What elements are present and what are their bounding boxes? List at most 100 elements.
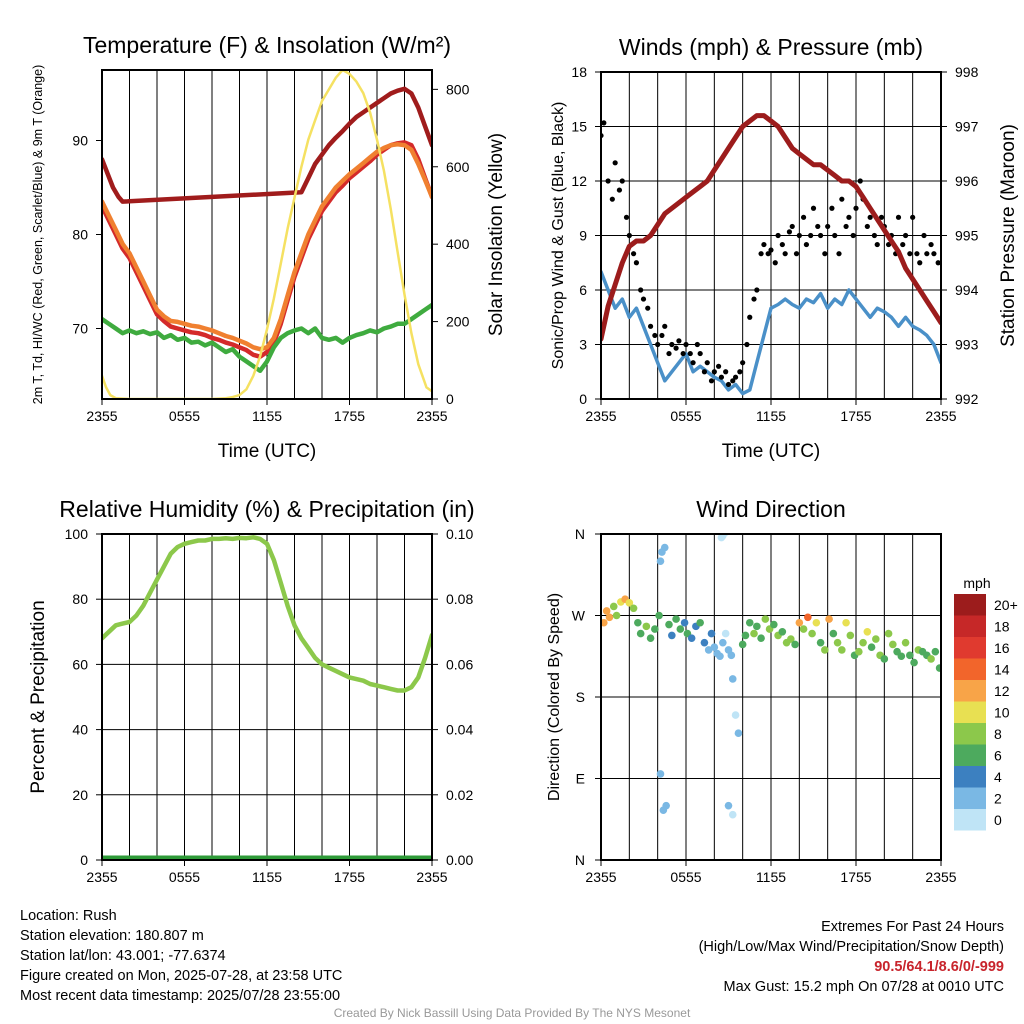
legend-swatch — [954, 680, 986, 702]
legend-label: 12 — [994, 683, 1010, 699]
x-tick-label: 1155 — [756, 408, 786, 424]
y-tick-label: 0 — [80, 852, 88, 868]
gust-point — [626, 232, 632, 239]
direction-point — [808, 629, 816, 638]
direction-point — [799, 625, 808, 633]
y-tick-label: 0 — [579, 391, 587, 407]
y-tick-label: 60 — [72, 656, 88, 672]
gust-point — [917, 260, 923, 266]
chart-panel-1: Temperature (F) & Insolation (W/m²) 70 80 9… — [31, 32, 507, 462]
gust-point — [659, 332, 665, 339]
legend-swatch — [954, 701, 986, 723]
series-line-rh — [102, 535, 432, 693]
legend-label: 20+ — [994, 597, 1018, 613]
gust-point — [647, 323, 654, 329]
gust-point — [612, 160, 618, 166]
extremes-subtitle: (High/Low/Max Wind/Precipitation/Snow De… — [698, 939, 1004, 955]
gust-point — [655, 341, 661, 348]
legend-swatch — [954, 723, 986, 745]
chart-title: Wind Direction — [696, 496, 846, 522]
direction-point — [728, 675, 737, 683]
extremes-values: 90.5/64.1/8.6/0/-999 — [874, 959, 1004, 975]
gust-point — [638, 287, 644, 293]
direction-point — [910, 658, 918, 667]
y-tick-label: S — [576, 689, 585, 705]
gust-point — [723, 369, 729, 375]
y2-tick-label: 200 — [446, 314, 470, 330]
y-tick-label: N — [575, 852, 585, 868]
direction-point — [660, 543, 669, 552]
direction-point — [761, 615, 770, 623]
x-tick-label: 1755 — [334, 869, 365, 885]
gust-point — [910, 214, 916, 220]
x-tick-label: 2355 — [925, 869, 956, 885]
y2-tick-label: 998 — [955, 64, 979, 80]
gust-point — [810, 205, 817, 211]
legend-swatch — [954, 809, 986, 831]
gust-point — [808, 232, 814, 239]
legend-swatch — [954, 744, 986, 766]
gust-point — [803, 241, 810, 248]
direction-point — [719, 638, 727, 647]
direction-point — [629, 604, 638, 613]
direction-point — [846, 631, 855, 640]
plot-frame — [101, 69, 433, 400]
x-tick-label: 2355 — [925, 408, 956, 424]
y2-tick-label: 0.06 — [446, 656, 473, 672]
gust-point — [633, 260, 640, 266]
gust-point — [704, 360, 710, 366]
direction-point — [842, 618, 850, 627]
credit-text: Created By Nick Bassill Using Data Provi… — [333, 1006, 691, 1020]
gust-point — [754, 287, 760, 293]
recent-text: Most recent data timestamp: 2025/07/28 2… — [20, 988, 341, 1004]
direction-point — [812, 618, 821, 627]
direction-point — [741, 631, 750, 640]
y2-tick-label: 0.02 — [446, 787, 473, 803]
direction-point — [787, 635, 795, 643]
y-tick-label: 80 — [72, 591, 88, 607]
y-tick-label: E — [576, 771, 585, 787]
direction-point — [889, 640, 897, 649]
x-tick-label: 2355 — [585, 869, 616, 885]
x-tick-label: 2355 — [86, 408, 117, 424]
legend-label: 4 — [994, 769, 1002, 785]
legend-label: 0 — [994, 812, 1002, 828]
direction-point — [901, 638, 910, 647]
gust-point — [846, 214, 852, 220]
location-text: Location: Rush — [20, 908, 117, 924]
direction-point — [821, 646, 829, 654]
y-tick-label: 6 — [579, 282, 587, 298]
direction-point — [838, 646, 846, 654]
y2-tick-label: 0.08 — [446, 591, 473, 607]
direction-point — [605, 613, 614, 622]
gust-point — [900, 241, 906, 248]
latlon-text: Station lat/lon: 43.001; -77.6374 — [20, 948, 226, 964]
gust-point — [857, 178, 863, 184]
x-tick-label: 0555 — [670, 869, 701, 885]
gust-point — [761, 241, 767, 248]
direction-point — [700, 638, 709, 647]
y-axis-label: Direction (Colored By Speed) — [546, 593, 563, 801]
y2-tick-label: 600 — [446, 159, 470, 175]
gust-point — [782, 251, 788, 257]
direction-point — [727, 651, 736, 660]
gust-point — [786, 229, 793, 235]
legend-label: 16 — [994, 640, 1010, 656]
legend-swatch — [954, 766, 986, 788]
direction-point — [721, 629, 730, 638]
legend-title: mph — [963, 575, 990, 591]
direction-point — [672, 615, 680, 623]
direction-point — [935, 664, 941, 672]
direction-point — [738, 640, 747, 649]
gust-point — [687, 350, 693, 357]
y2-tick-label: 992 — [955, 391, 979, 407]
chart-title: Relative Humidity (%) & Precipitation (i… — [59, 496, 474, 522]
legend-label: 18 — [994, 618, 1010, 634]
gust-point — [711, 369, 717, 375]
direction-point — [656, 557, 665, 565]
direction-point — [665, 620, 673, 629]
direction-point — [656, 770, 665, 778]
y2-tick-label: 0 — [446, 391, 454, 407]
x-tick-label: 0555 — [169, 408, 200, 424]
gust-point — [931, 251, 937, 257]
